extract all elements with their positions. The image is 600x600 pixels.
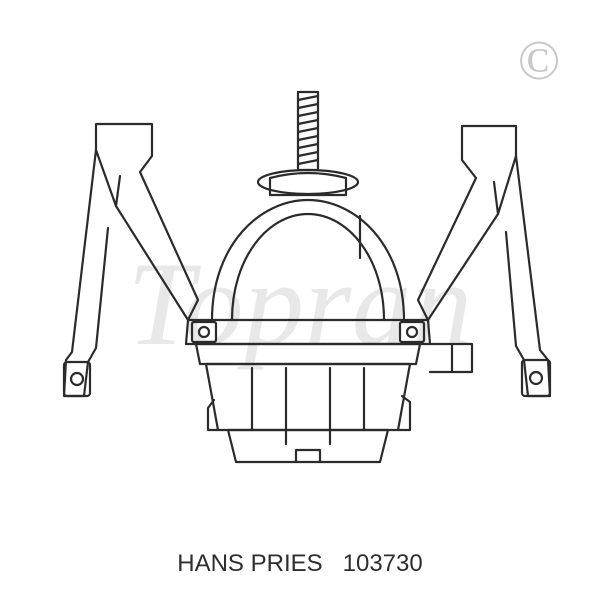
right-rear-tab <box>430 344 472 372</box>
brand-label: HANS PRIES <box>177 550 322 577</box>
flange-ring <box>186 320 430 364</box>
right-bracket-arm <box>418 126 550 396</box>
part-caption: HANS PRIES 103730 <box>0 550 600 578</box>
engine-mount-line-drawing <box>0 0 600 600</box>
lower-housing <box>206 364 410 462</box>
threaded-stud-icon <box>298 92 318 170</box>
dome-cap <box>212 170 404 320</box>
part-number-label: 103730 <box>343 550 423 577</box>
left-bracket-arm <box>64 124 198 396</box>
figure-stage: Topran <box>0 0 600 600</box>
